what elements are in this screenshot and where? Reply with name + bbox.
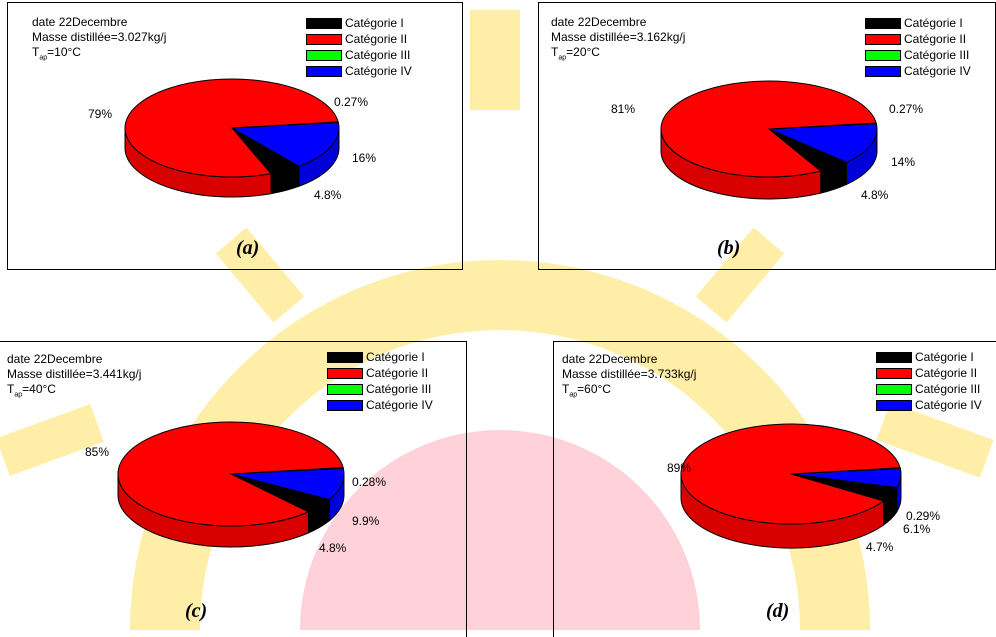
legend-item-cat2: Catégorie II (327, 365, 433, 381)
slice-label-cat4: 14% (891, 155, 916, 169)
pie-chart-b (660, 80, 878, 200)
pie-slice (768, 123, 878, 163)
chart-temperature: Tap=20°C (551, 45, 600, 62)
chart-temperature: Tap=60°C (562, 382, 611, 399)
legend-swatch (327, 351, 363, 363)
slice-label-cat3: 0.28% (352, 475, 387, 489)
watermark-gear-tooth (0, 404, 104, 476)
slice-label-cat1: 4.8% (319, 541, 347, 555)
chart-legend: Catégorie I Catégorie II Catégorie III C… (306, 15, 412, 79)
slice-label-cat2: 79% (88, 107, 113, 121)
legend-item-cat3: Catégorie III (865, 47, 971, 63)
chart-date: date 22Decembre (562, 352, 658, 366)
legend-swatch (865, 65, 901, 77)
slice-label-cat4: 16% (352, 151, 377, 165)
legend-swatch (327, 367, 363, 379)
watermark-gear-tooth (470, 10, 520, 110)
slice-label-cat1: 4.8% (861, 188, 889, 202)
slice-label-cat2: 85% (85, 445, 110, 459)
legend-swatch (327, 399, 363, 411)
panel-label: (a) (236, 237, 260, 259)
legend-item-cat4: Catégorie IV (306, 63, 412, 79)
legend-swatch (865, 33, 901, 45)
chart-date: date 22Decembre (551, 15, 647, 29)
legend-swatch (306, 65, 342, 77)
pie-chart-a (124, 78, 340, 198)
legend-swatch (306, 49, 342, 61)
slice-label-cat4: 9.9% (352, 514, 380, 528)
chart-info: date 22Decembre Masse distillée=3.441kg/… (7, 352, 141, 402)
slice-label-cat1: 4.8% (314, 188, 342, 202)
legend-item-cat2: Catégorie II (865, 31, 971, 47)
watermark-gear-tooth (876, 402, 994, 478)
chart-mass: Masse distillée=3.733kg/j (562, 367, 697, 381)
legend-item-cat4: Catégorie IV (876, 397, 982, 413)
chart-temperature: Tap=40°C (7, 382, 56, 399)
chart-legend: Catégorie I Catégorie II Catégorie III C… (876, 349, 982, 413)
legend-item-cat1: Catégorie I (306, 15, 412, 31)
legend-swatch (876, 383, 912, 395)
chart-panel-d: date 22Decembre Masse distillée=3.733kg/… (553, 341, 996, 637)
legend-item-cat2: Catégorie II (306, 31, 412, 47)
watermark-gear-ring (130, 260, 870, 630)
legend-item-cat3: Catégorie III (327, 381, 433, 397)
chart-legend: Catégorie I Catégorie II Catégorie III C… (865, 15, 971, 79)
slice-label-cat3: 0.27% (889, 102, 924, 116)
panel-label: (b) (717, 237, 741, 259)
chart-info: date 22Decembre Masse distillée=3.733kg/… (562, 352, 696, 402)
watermark-gear-tooth (215, 227, 305, 323)
legend-item-cat1: Catégorie I (327, 349, 433, 365)
legend-swatch (306, 17, 342, 29)
pie-chart-d (680, 423, 902, 549)
pie-slice (117, 421, 344, 527)
chart-info: date 22Decembre Masse distillée=3.027kg/… (32, 15, 166, 65)
chart-mass: Masse distillée=3.441kg/j (7, 367, 142, 381)
legend-item-cat3: Catégorie III (876, 381, 982, 397)
panel-label: (d) (766, 600, 790, 622)
legend-item-cat4: Catégorie IV (865, 63, 971, 79)
slice-label-cat2: 81% (611, 102, 636, 116)
slice-label-cat2: 89% (667, 461, 692, 475)
chart-mass: Masse distillée=3.162kg/j (551, 30, 686, 44)
watermark-gear (0, 10, 994, 630)
pie-slice (660, 80, 877, 178)
legend-swatch (865, 17, 901, 29)
chart-temperature: Tap=10°C (32, 45, 81, 62)
slice-label-cat3: 0.27% (334, 95, 369, 109)
legend-swatch (327, 383, 363, 395)
chart-panel-c: date 22Decembre Masse distillée=3.441kg/… (0, 341, 467, 637)
panel-label: (c) (185, 600, 208, 622)
pie-slice (230, 122, 340, 167)
chart-mass: Masse distillée=3.027kg/j (32, 30, 167, 44)
chart-panel-b: date 22Decembre Masse distillée=3.162kg/… (538, 2, 996, 270)
slice-label-cat4: 6.1% (903, 522, 931, 536)
legend-swatch (865, 49, 901, 61)
chart-panel-a: date 22Decembre Masse distillée=3.027kg/… (7, 2, 463, 270)
chart-info: date 22Decembre Masse distillée=3.162kg/… (551, 15, 685, 65)
legend-swatch (876, 351, 912, 363)
slice-label-cat3: 0.29% (906, 509, 941, 523)
legend-swatch (306, 33, 342, 45)
watermark-red-arc (300, 430, 700, 630)
legend-item-cat1: Catégorie I (865, 15, 971, 31)
legend-item-cat4: Catégorie IV (327, 397, 433, 413)
legend-swatch (876, 367, 912, 379)
legend-item-cat1: Catégorie I (876, 349, 982, 365)
chart-date: date 22Decembre (32, 15, 128, 29)
legend-item-cat2: Catégorie II (876, 365, 982, 381)
watermark-gear-tooth (695, 227, 785, 323)
slice-label-cat1: 4.7% (866, 540, 894, 554)
pie-slice (124, 78, 339, 178)
legend-swatch (876, 399, 912, 411)
legend-item-cat3: Catégorie III (306, 47, 412, 63)
chart-legend: Catégorie I Catégorie II Catégorie III C… (327, 349, 433, 413)
pie-slice (680, 423, 901, 525)
chart-date: date 22Decembre (7, 352, 103, 366)
pie-chart-c (117, 421, 345, 548)
